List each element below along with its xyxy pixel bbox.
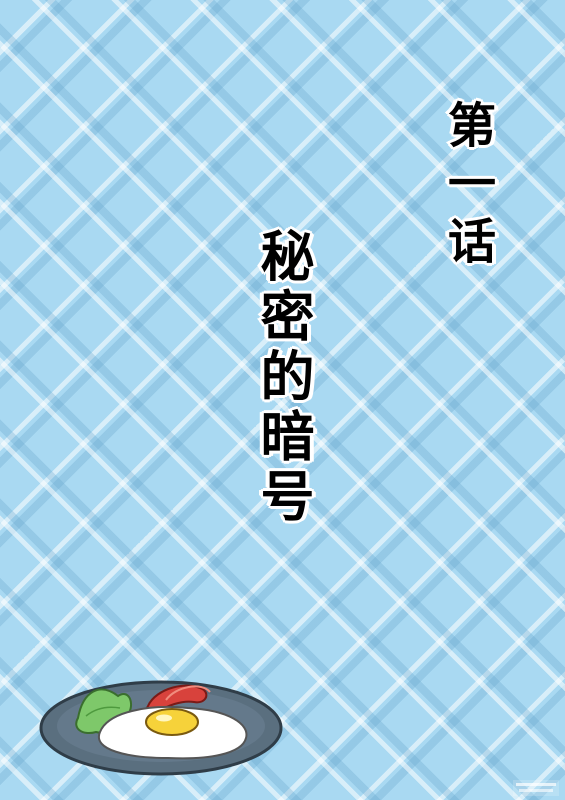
- chapter-title: 秘密的暗号: [251, 228, 314, 528]
- lettuce-vein-icon: [85, 706, 121, 717]
- yolk-highlight-icon: [156, 714, 172, 722]
- breakfast-plate-illustration: [39, 680, 283, 776]
- watermark-icon: [513, 780, 559, 796]
- chapter-label: 第一话: [439, 100, 495, 274]
- sausage-icon: [165, 685, 211, 701]
- egg-yolk-icon: [145, 708, 199, 736]
